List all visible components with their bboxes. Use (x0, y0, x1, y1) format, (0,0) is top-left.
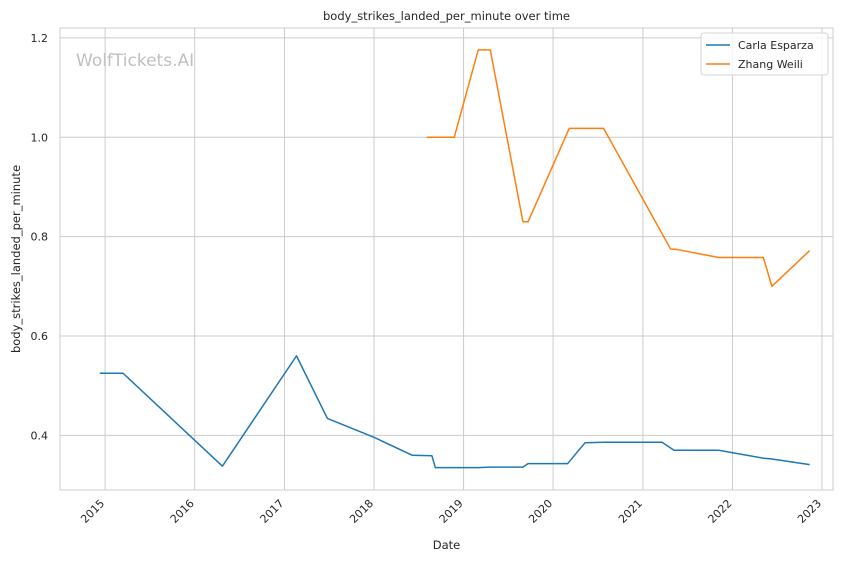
chart-title: body_strikes_landed_per_minute over time (323, 9, 570, 23)
series-lines (99, 49, 811, 469)
legend-label-carla-esparza: Carla Esparza (738, 39, 814, 52)
y-tick-label: 1.0 (31, 131, 49, 144)
x-axis-title: Date (433, 538, 461, 552)
legend: Carla Esparza Zhang Weili (700, 32, 829, 76)
y-axis-title: body_strikes_landed_per_minute (9, 165, 23, 353)
series-line-zhang-weili (426, 49, 811, 288)
plot-frame (59, 27, 834, 491)
legend-box (700, 32, 829, 76)
y-tick-label: 0.6 (31, 330, 49, 343)
series-line-carla-esparza (99, 355, 810, 469)
legend-label-zhang-weili: Zhang Weili (738, 58, 803, 71)
y-tick-label: 0.4 (31, 429, 49, 442)
y-tick-label: 0.8 (31, 231, 49, 244)
watermark: WolfTickets.AI (76, 51, 194, 71)
y-tick-label: 1.2 (31, 32, 49, 45)
y-tick-labels: 0.4 0.6 0.8 1.0 1.2 (31, 32, 49, 442)
